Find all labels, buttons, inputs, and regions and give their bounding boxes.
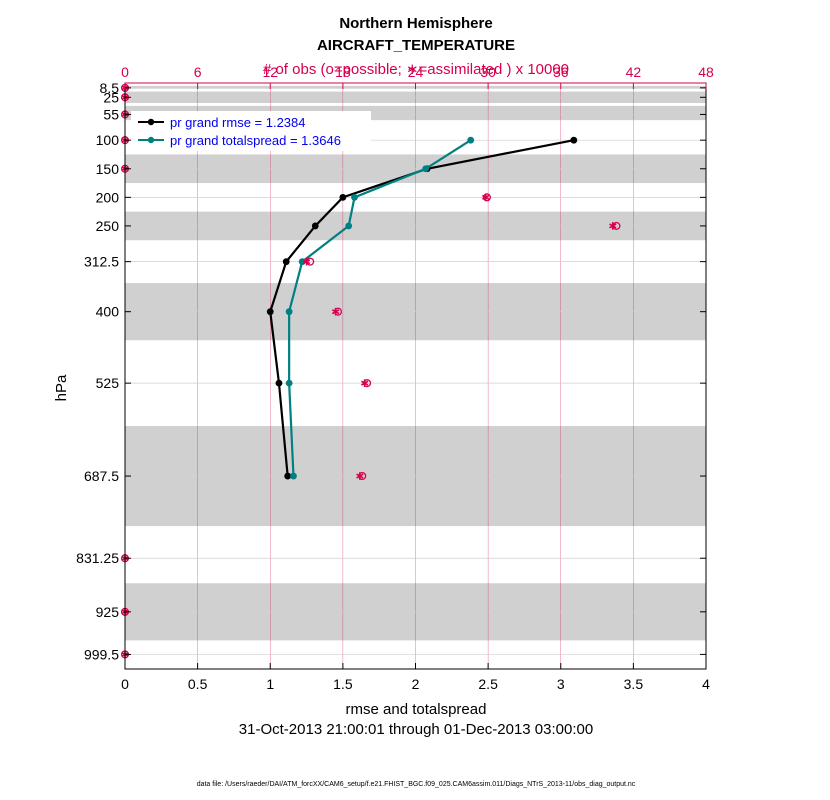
y-tick-label: 831.25 xyxy=(76,550,119,566)
y-tick-label: 999.5 xyxy=(84,646,119,662)
grid-lines xyxy=(125,83,706,669)
y-tick-label: 925 xyxy=(96,604,120,620)
totalspread-point xyxy=(298,258,306,266)
x-tick-label: 0 xyxy=(121,676,129,692)
chart-subtitle: AIRCRAFT_TEMPERATURE xyxy=(317,37,515,54)
legend-rmse-label: pr grand rmse = 1.2384 xyxy=(170,115,306,130)
totalspread-point xyxy=(351,193,358,201)
x-tick-label: 1.5 xyxy=(333,676,353,692)
x-tick-label: 2.5 xyxy=(478,676,498,692)
legend-spread-marker xyxy=(147,136,155,144)
y-tick-label: 8.5 xyxy=(100,80,120,96)
obs-assimilated-marker xyxy=(609,222,617,230)
y-tick-label: 200 xyxy=(96,189,120,205)
obs-assimilated-marker xyxy=(302,257,311,266)
legend-box xyxy=(131,111,371,151)
top-tick-label: 18 xyxy=(335,64,351,80)
x-tick-label: 3.5 xyxy=(624,676,644,692)
top-tick-label: 0 xyxy=(121,64,129,80)
obs-assimilated-marker xyxy=(482,193,490,202)
x-axis-label: rmse and totalspread xyxy=(346,701,487,718)
legend: pr grand rmse = 1.2384 pr grand totalspr… xyxy=(131,111,371,151)
y-tick-label: 312.5 xyxy=(84,254,119,270)
y-tick-label: 25 xyxy=(103,89,119,105)
obs-assimilated-marker xyxy=(331,307,340,316)
x-tick-label: 4 xyxy=(702,676,710,692)
rmse-point xyxy=(339,193,347,201)
rmse-point xyxy=(284,472,292,480)
top-tick-label: 24 xyxy=(408,64,424,80)
y-axis-label: hPa xyxy=(53,374,70,401)
rmse-point xyxy=(275,379,283,387)
y-tick-label: 150 xyxy=(96,161,120,177)
legend-rmse-marker xyxy=(147,118,155,126)
footer-data-file: data file: /Users/raeder/DAI/ATM_forcXX/… xyxy=(197,781,636,788)
y-tick-label: 687.5 xyxy=(84,468,119,484)
top-tick-label: 12 xyxy=(262,64,278,80)
x-tick-label: 2 xyxy=(412,676,420,692)
obs-assimilated-marker xyxy=(360,379,369,387)
rmse-point xyxy=(282,258,290,266)
rmse-point xyxy=(570,136,578,144)
top-tick-label: 30 xyxy=(480,64,496,80)
rmse-point xyxy=(266,308,274,316)
x-tick-label: 0.5 xyxy=(188,676,208,692)
obs-possible-marker xyxy=(482,193,491,202)
totalspread-line xyxy=(288,139,472,477)
totalspread-point xyxy=(422,165,430,173)
top-axis-label: # of obs (o=possible; ∗=assimilated ) x … xyxy=(263,61,569,78)
y-tick-label: 400 xyxy=(96,304,120,320)
top-tick-label: 36 xyxy=(553,64,569,80)
chart-title: Northern Hemisphere xyxy=(339,15,492,32)
obs-assimilated-marker xyxy=(356,472,364,480)
totalspread-point xyxy=(467,136,475,144)
rmse-point xyxy=(311,222,319,230)
y-tick-label: 100 xyxy=(96,132,120,148)
y-tick-label: 55 xyxy=(103,106,119,122)
totalspread-point xyxy=(285,379,293,387)
totalspread-point xyxy=(290,472,297,480)
y-tick-label: 250 xyxy=(96,218,120,234)
date-range: 31-Oct-2013 21:00:01 through 01-Dec-2013… xyxy=(239,721,593,738)
top-tick-label: 48 xyxy=(698,64,714,80)
top-tick-label: 42 xyxy=(626,64,642,80)
totalspread-point xyxy=(285,308,293,316)
y-tick-label: 525 xyxy=(96,375,120,391)
top-tick-label: 6 xyxy=(194,64,202,80)
totalspread-point xyxy=(345,222,353,230)
x-tick-label: 1 xyxy=(266,676,274,692)
axes: 0 0.5 1 1.5 2 2.5 3 3.5 4 0 6 12 18 24 30 36 42 48 8.52555… xyxy=(76,64,714,692)
x-tick-label: 3 xyxy=(557,676,565,692)
legend-spread-label: pr grand totalspread = 1.3646 xyxy=(170,133,341,148)
